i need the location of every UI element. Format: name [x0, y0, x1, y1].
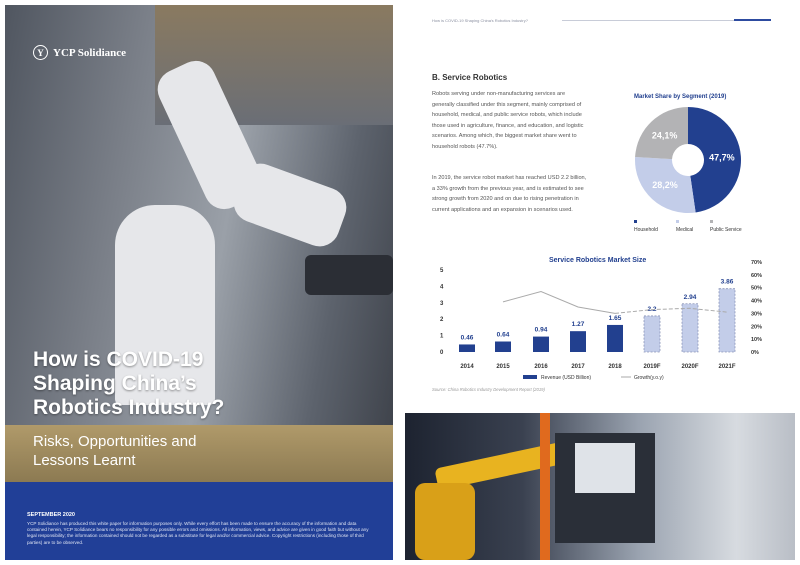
y-tick-right: 0%	[751, 350, 759, 356]
pie-data-label: 47,7%	[709, 153, 735, 163]
x-tick-label: 2021F	[718, 364, 735, 370]
y-tick-right: 60%	[751, 273, 762, 279]
pie-slice-household	[688, 106, 742, 213]
pie-chart-title: Market Share by Segment (2019)	[634, 94, 727, 100]
disclaimer: YCP Solidiance has produced this white p…	[27, 521, 369, 545]
bar-data-label: 0.94	[535, 327, 548, 334]
y-tick-right: 50%	[751, 286, 762, 292]
cover-subtitle: Risks, Opportunities and Lessons Learnt	[33, 432, 196, 470]
y-tick-left: 0	[440, 350, 444, 356]
bar-2019F	[643, 315, 661, 353]
cover-date: SEPTEMBER 2020	[27, 512, 75, 518]
ycp-logo: Y YCP Solidiance	[33, 45, 126, 60]
bar-data-label: 0.64	[497, 332, 510, 339]
y-tick-right: 70%	[751, 260, 762, 266]
bar-data-label: 2.94	[684, 294, 697, 301]
bar-2014	[459, 344, 475, 352]
legend-label: Public Service	[710, 227, 742, 233]
subtitle-line: Risks, Opportunities and	[33, 433, 197, 450]
running-header: How is COVID-19 Shaping China's Robotics…	[432, 18, 528, 23]
legend-swatch	[634, 220, 637, 223]
cover-title: How is COVID-19 Shaping China’s Robotics…	[33, 348, 224, 420]
bar-2016	[533, 336, 549, 352]
y-tick-left: 2	[440, 317, 444, 323]
y-tick-right: 40%	[751, 299, 762, 305]
bar-data-label: 1.65	[609, 315, 622, 322]
x-tick-label: 2014	[460, 364, 474, 370]
x-tick-label: 2019F	[643, 364, 660, 370]
bar-2015	[495, 341, 511, 352]
source-note: Source: China Robotics Industry Developm…	[432, 387, 545, 392]
x-tick-label: 2020F	[681, 364, 698, 370]
subtitle-line: Lessons Learnt	[33, 452, 136, 469]
bar-2017	[570, 331, 586, 352]
y-tick-right: 30%	[751, 311, 762, 317]
legend-label: Medical	[676, 227, 693, 233]
charts-canvas: 47,7% Household 28,2% Medical 24,1% Public Se…	[440, 106, 762, 381]
body-paragraph: In 2019, the service robot market has re…	[432, 175, 587, 213]
bar-data-label: 1.27	[572, 321, 585, 328]
x-tick-label: 2018	[608, 364, 622, 370]
bar-2018	[607, 324, 623, 352]
bar-data-label: 3.86	[721, 279, 734, 286]
y-tick-left: 4	[440, 284, 444, 290]
bar-2020F	[681, 303, 699, 353]
growth-line-forecast	[614, 307, 728, 314]
x-tick-label: 2015	[496, 364, 510, 370]
growth-line	[502, 291, 616, 314]
legend-swatch	[523, 375, 537, 379]
legend-label: Household	[634, 227, 658, 233]
y-tick-right: 10%	[751, 337, 762, 343]
y-tick-left: 3	[440, 301, 444, 307]
x-tick-label: 2017	[571, 364, 585, 370]
bar-chart-title: Service Robotics Market Size	[549, 257, 647, 264]
title-line: Robotics Industry?	[33, 396, 225, 419]
cover-footer: SEPTEMBER 2020 YCP Solidiance has produc…	[5, 482, 393, 560]
report-page: How is COVID-19 Shaping China's Robotics…	[405, 0, 795, 405]
industrial-robot-photo	[405, 413, 795, 560]
cover-robot-photo	[5, 5, 393, 482]
legend-swatch	[676, 220, 679, 223]
bar-2021F	[718, 288, 736, 353]
section-title: B. Service Robotics	[432, 73, 508, 82]
legend-swatch	[710, 220, 713, 223]
legend-label: Growth(y.o.y)	[634, 375, 664, 381]
title-line: Shaping China’s	[33, 372, 197, 395]
header-accent	[734, 19, 771, 21]
x-tick-label: 2016	[534, 364, 548, 370]
pie-data-label: 28,2%	[652, 180, 678, 190]
pie-slice-medical	[635, 157, 696, 214]
logo-text: YCP Solidiance	[53, 46, 127, 59]
body-paragraph: Robots serving under non-manufacturing s…	[432, 91, 584, 150]
pie-slice-public-service	[635, 107, 688, 160]
legend-label: Revenue (USD Billion)	[541, 375, 591, 381]
pie-data-label: 24,1%	[652, 130, 678, 140]
y-tick-left: 1	[440, 334, 444, 340]
header-divider	[562, 20, 734, 21]
y-tick-left: 5	[440, 268, 444, 274]
y-tick-right: 20%	[751, 324, 762, 330]
bar-data-label: 0.46	[461, 334, 474, 341]
logo-icon: Y	[33, 45, 48, 60]
title-line: How is COVID-19	[33, 348, 204, 371]
cover-page: Y YCP Solidiance How is COVID-19 Shaping…	[5, 5, 393, 560]
